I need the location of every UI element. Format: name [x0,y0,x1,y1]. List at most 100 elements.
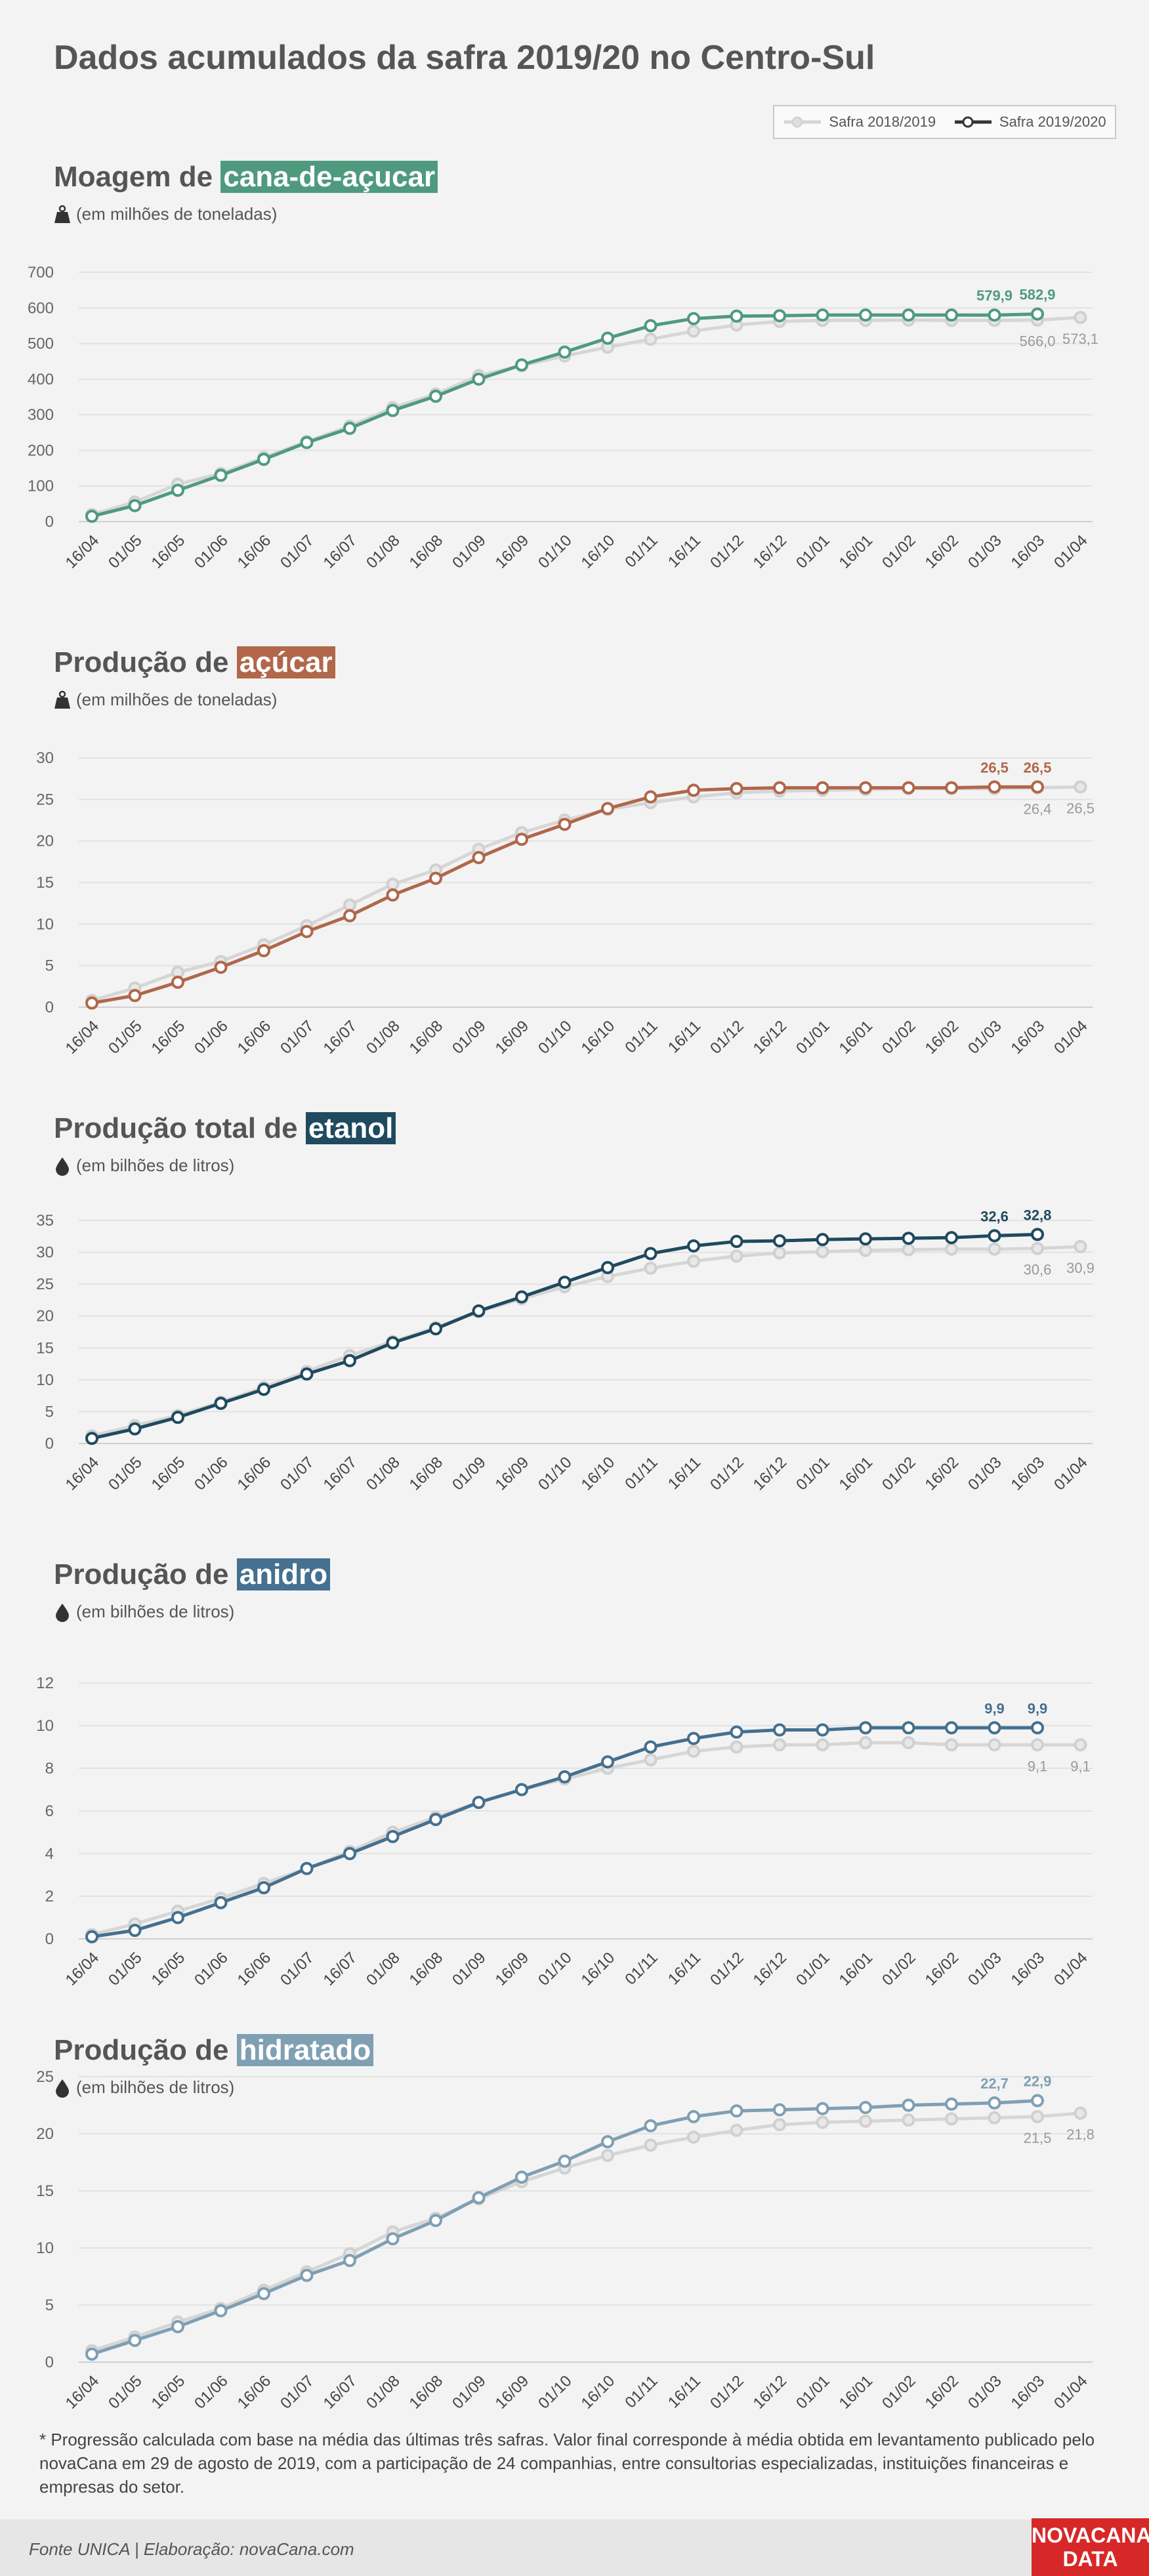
series-previous-point [171,478,184,491]
series-previous-point [816,2115,829,2129]
x-tick-label: 01/10 [535,1453,575,1494]
x-tick-label: 16/11 [665,1949,704,1988]
x-tick-label: 16/08 [406,1017,447,1058]
series-current-point [945,1721,958,1735]
chart-subtitle: (em bilhões de litros) [54,2077,234,2098]
data-label-current: 9,9 [1028,1700,1048,1716]
series-current-point [128,989,142,1003]
x-tick-label: 16/01 [836,531,877,572]
x-tick-label: 16/01 [836,1453,877,1494]
series-current-point [902,1232,915,1245]
x-tick-label: 01/03 [965,1453,1005,1494]
chart-title-highlight: anidro [236,1558,331,1590]
x-tick-label: 16/08 [406,1453,447,1494]
series-previous-point [1031,2109,1044,2123]
y-tick-label: 5 [45,2296,54,2314]
series-current-point [687,2109,700,2123]
chart-title-prefix: Moagem de [54,161,221,193]
x-tick-label: 16/12 [750,2372,791,2413]
x-tick-label: 01/04 [1051,531,1091,572]
series-current-point [687,312,700,325]
series-previous-point [128,981,142,995]
series-previous-point [429,387,442,401]
series-previous-point [257,1381,270,1394]
data-label-current: 26,5 [980,759,1009,776]
x-tick-label: 16/05 [148,531,189,572]
series-current-point [214,468,228,482]
series-current-point [472,372,486,386]
x-tick-label: 01/08 [363,1949,404,1989]
series-previous-point [1074,780,1087,794]
series-current-point [902,1721,915,1735]
series-current-point [214,1896,228,1909]
y-tick-label: 20 [36,833,54,850]
x-tick-label: 16/04 [62,531,103,572]
series-previous-point [515,2175,528,2189]
x-tick-label: 16/02 [922,1017,963,1058]
y-tick-label: 25 [36,1276,54,1293]
x-tick-label: 16/11 [665,1017,704,1056]
series-current-point [429,1322,442,1336]
series-previous-point [171,1409,184,1423]
series-current-point [1031,307,1044,321]
series-current-point [644,1247,658,1260]
series-previous-point [472,369,486,383]
series-current-point [85,1930,98,1943]
series-previous-point [988,2111,1001,2125]
x-tick-label: 01/06 [191,1453,232,1494]
series-previous-line [91,1741,1081,1936]
series-previous-point [343,2247,356,2260]
x-tick-label: 01/08 [363,2372,404,2413]
series-current-point [128,499,142,512]
series-previous-point [988,781,1001,795]
logo-line-1: NOVACANA [1032,2524,1149,2547]
series-previous-point [343,1348,356,1362]
x-tick-label: 16/09 [492,1949,533,1989]
x-tick-label: 01/05 [105,1453,146,1494]
footnote: * Progressão calculada com base na média… [39,2430,1095,2497]
series-previous-point [300,2265,314,2279]
data-label-previous: 30,9 [1066,1260,1095,1276]
series-previous-point [1031,1738,1044,1752]
series-current-point [85,1432,98,1445]
series-current-point [945,2097,958,2111]
series-previous-point [945,781,958,795]
series-current-point [171,2320,184,2334]
x-tick-label: 16/10 [578,531,619,572]
x-tick-label: 16/06 [234,2372,275,2413]
series-current-point [902,308,915,322]
x-tick-label: 01/09 [449,1949,490,1989]
y-tick-label: 10 [36,915,54,933]
data-label-previous: 26,5 [1066,800,1095,816]
x-tick-label: 16/07 [320,1453,361,1494]
chart-title-prefix: Produção total de [54,1112,306,1144]
series-current-point [601,2135,614,2149]
series-current-point [300,2268,314,2282]
x-tick-label: 01/06 [191,1949,232,1989]
series-previous-point [214,1892,228,1905]
x-tick-label: 16/11 [665,2372,704,2411]
series-previous-point [730,1249,743,1263]
x-tick-label: 01/05 [105,2372,146,2413]
series-current-point [601,802,614,816]
data-label-current: 26,5 [1024,759,1052,776]
data-label-previous: 573,1 [1062,331,1098,347]
series-previous-point [859,783,872,797]
series-previous-point [386,1825,400,1839]
chart-title: Produção de açúcar [54,646,335,679]
y-tick-label: 10 [36,1371,54,1389]
x-tick-label: 01/07 [277,531,318,572]
x-tick-label: 16/06 [234,1017,275,1058]
series-current-point [816,2102,829,2115]
x-tick-label: 01/08 [363,1453,404,1494]
x-tick-label: 01/08 [363,531,404,572]
series-previous-point [945,314,958,327]
series-previous-point [85,993,98,1007]
chart-subtitle: (em bilhões de litros) [54,1602,234,1622]
page-title: Dados acumulados da safra 2019/20 no Cen… [54,39,875,77]
x-tick-label: 01/01 [793,1949,833,1989]
series-previous-point [1031,313,1044,327]
data-label-previous: 21,5 [1024,2130,1052,2146]
series-current-point [300,924,314,938]
